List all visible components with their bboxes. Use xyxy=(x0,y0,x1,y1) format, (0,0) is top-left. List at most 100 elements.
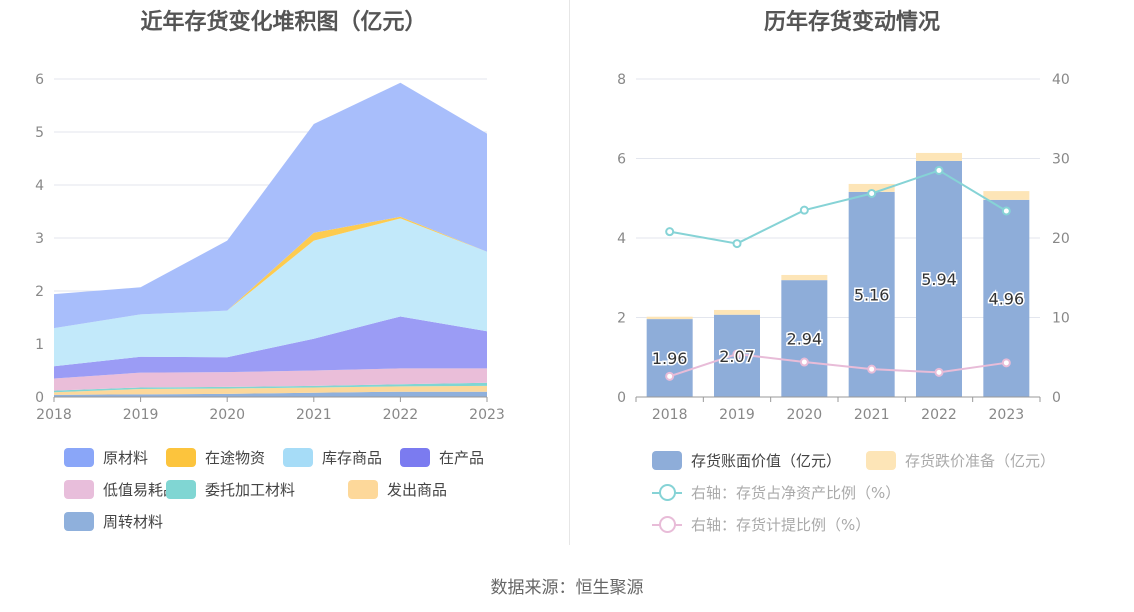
line-point xyxy=(867,188,877,198)
legend-swatch xyxy=(166,480,196,499)
y-tick-label: 5 xyxy=(35,125,44,141)
left-chart-title: 近年存货变化堆积图（亿元） xyxy=(140,10,427,35)
legend-swatch xyxy=(166,448,196,467)
y2-tick-label: 20 xyxy=(1052,231,1070,247)
legend-swatch xyxy=(64,448,94,467)
legend-item[interactable]: 在途物资 xyxy=(166,447,265,468)
x-tick-label: 2019 xyxy=(719,407,755,423)
legend-swatch xyxy=(400,448,430,467)
panel-divider xyxy=(569,0,570,545)
legend-item[interactable]: 存货跌价准备（亿元） xyxy=(866,450,1055,471)
stacked-area-panel: 近年存货变化堆积图（亿元） 0 1 2 3 4 5 6 2018 2019 2020 2021 202… xyxy=(0,0,567,545)
line-point xyxy=(665,371,675,381)
legend-label: 右轴：存货计提比例（%） xyxy=(691,516,871,534)
x-tick-label: 2018 xyxy=(36,407,72,423)
right-chart-title: 历年存货变动情况 xyxy=(763,10,940,35)
legend-swatch xyxy=(283,448,313,467)
legend-item[interactable]: 发出商品 xyxy=(348,479,447,500)
area-在产品 xyxy=(54,316,487,379)
bar-impairment xyxy=(916,152,962,161)
y2-tick-label: 0 xyxy=(1052,390,1061,406)
legend-label: 库存商品 xyxy=(322,449,383,467)
y-tick-label: 1 xyxy=(35,337,44,353)
line-series xyxy=(669,353,1007,378)
bar-book-value xyxy=(916,160,962,397)
area-原材料 xyxy=(54,82,487,329)
bar-impairment xyxy=(848,183,895,192)
x-tick-label: 2021 xyxy=(296,407,332,423)
stacked-area-chart: 0 1 2 3 4 5 6 2018 2019 2020 2021 2022 2023 xyxy=(35,72,505,423)
y-tick-label: 4 xyxy=(617,231,626,247)
line-point xyxy=(1001,206,1011,216)
x-tick-label: 2020 xyxy=(209,407,245,423)
area-发出商品 xyxy=(54,385,487,395)
bar-data-label: 2.94 xyxy=(787,330,823,349)
line-point xyxy=(732,239,742,249)
y-tick-label: 0 xyxy=(617,390,626,406)
bar-impairment xyxy=(646,316,693,320)
legend-swatch xyxy=(652,483,682,502)
legend-label: 在途物资 xyxy=(205,449,266,467)
legend-item[interactable]: 低值易耗品 xyxy=(64,479,178,500)
line-point xyxy=(799,357,809,367)
x-tick-label: 2021 xyxy=(854,407,890,423)
bar-book-value xyxy=(848,191,895,397)
line-point xyxy=(799,205,809,215)
legend-label: 原材料 xyxy=(103,449,149,467)
x-tick-label: 2022 xyxy=(383,407,419,423)
x-tick-label: 2020 xyxy=(787,407,823,423)
x-tick-label: 2018 xyxy=(652,407,688,423)
y-tick-label: 8 xyxy=(617,72,626,88)
x-tick-label: 2023 xyxy=(469,407,505,423)
y-tick-label: 6 xyxy=(617,152,626,168)
area-低值易耗品 xyxy=(54,368,487,391)
legend-swatch xyxy=(348,480,378,499)
area-在途物资 xyxy=(54,216,487,329)
legend-label: 周转材料 xyxy=(103,513,164,531)
legend-label: 存货跌价准备（亿元） xyxy=(905,452,1056,470)
bar-book-value xyxy=(781,280,828,397)
y-tick-label: 4 xyxy=(35,178,44,194)
legend-item[interactable]: 右轴：存货占净资产比例（%） xyxy=(652,482,900,503)
legend-label: 存货账面价值（亿元） xyxy=(691,452,842,470)
legend-label: 右轴：存货占净资产比例（%） xyxy=(691,484,901,502)
y-tick-label: 2 xyxy=(617,311,626,327)
legend-item[interactable]: 周转材料 xyxy=(64,511,163,532)
line-series xyxy=(669,169,1007,245)
legend-swatch xyxy=(64,512,94,531)
bar-data-label: 1.96 xyxy=(652,349,688,368)
legend-label: 在产品 xyxy=(439,449,485,467)
legend-item[interactable]: 委托加工材料 xyxy=(166,479,295,500)
legend-label: 委托加工材料 xyxy=(205,481,296,499)
y-tick-label: 0 xyxy=(35,390,44,406)
y-tick-label: 3 xyxy=(35,231,44,247)
legend-item[interactable]: 库存商品 xyxy=(283,447,382,468)
area-库存商品 xyxy=(54,218,487,367)
legend-item[interactable]: 在产品 xyxy=(400,447,484,468)
line-point xyxy=(732,349,742,359)
y2-tick-label: 10 xyxy=(1052,311,1070,327)
inventory-bar-line-chart: 0 2 4 6 8 0 10 20 30 40 2018 2019 2020 2021 2022 2023 1.… xyxy=(617,72,1070,423)
y2-tick-label: 30 xyxy=(1052,152,1070,168)
bar-data-label: 5.94 xyxy=(921,270,957,289)
legend-swatch xyxy=(64,480,94,499)
legend-item[interactable]: 原材料 xyxy=(64,447,148,468)
legend-swatch xyxy=(652,451,682,470)
bar-impairment xyxy=(714,309,760,315)
x-tick-label: 2019 xyxy=(123,407,159,423)
data-source: 数据来源：恒生聚源 xyxy=(490,578,644,598)
area-委托加工材料 xyxy=(54,382,487,393)
y2-tick-label: 40 xyxy=(1052,72,1070,88)
bar-book-value xyxy=(646,319,693,397)
legend-item[interactable]: 右轴：存货计提比例（%） xyxy=(652,514,870,535)
legend-swatch xyxy=(652,515,682,534)
line-point xyxy=(934,367,944,377)
legend-label: 发出商品 xyxy=(387,481,448,499)
inventory-change-panel: 历年存货变动情况 0 2 4 6 8 0 10 20 30 40 2018 2019 2020 2021 2… xyxy=(570,0,1134,545)
legend-label: 低值易耗品 xyxy=(103,481,179,499)
line-point xyxy=(934,165,944,175)
line-point xyxy=(867,364,877,374)
legend-item[interactable]: 存货账面价值（亿元） xyxy=(652,450,841,471)
line-point xyxy=(665,227,675,237)
line-point xyxy=(1001,358,1011,368)
